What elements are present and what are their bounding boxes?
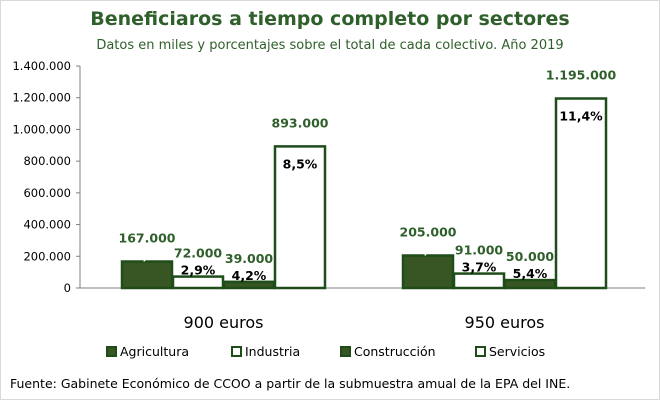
data-label-percent: 4,2% [232,268,267,283]
data-label-percent: 3,7% [462,260,497,275]
y-tick-label: 800.000 [23,154,71,168]
data-label-value: 205.000 [400,224,457,239]
legend-label-industria: Industria [245,344,300,359]
legend-swatch-servicios [475,346,486,357]
data-label-percent: 35,4% [125,248,169,263]
source-note: Fuente: Gabinete Económico de CCOO a par… [10,376,571,391]
legend-label-servicios: Servicios [489,344,545,359]
bars-layer [120,97,608,290]
legend-swatch-industria [231,346,242,357]
x-category-label: 900 euros [184,313,264,332]
y-tick-label: 400.000 [23,218,71,232]
bar-servicios [273,145,327,290]
data-label-percent: 43,6% [406,241,450,256]
data-label-value: 39.000 [225,251,274,266]
bar-agricultura [120,260,174,290]
bar-industria [171,275,225,290]
data-label-value: 167.000 [119,231,176,246]
legend: Agricultura Industria Construcción Servicio… [106,344,545,359]
data-label-percent: 5,4% [513,266,548,281]
data-label-value: 1.195.000 [546,68,617,83]
legend-swatch-construcción [340,346,351,357]
data-label-percent: 8,5% [283,156,318,171]
legend-label-construcción: Construcción [354,344,436,359]
data-label-value: 50.000 [506,249,555,264]
data-label-value: 893.000 [272,115,329,130]
y-tick-label: 0 [64,281,71,295]
data-label-value: 72.000 [174,246,223,261]
bar-industria [452,272,506,290]
y-tick-label: 200.000 [23,249,71,263]
x-category-label: 950 euros [465,313,545,332]
chart-subtitle: Datos en miles y porcentajes sobre el to… [96,38,564,53]
data-label-value: 91.000 [455,243,504,258]
y-tick-label: 1.400.000 [12,59,71,73]
axis-layer: 0 200.000 400.000 600.000 800.000 1.000.000 1.… [12,59,645,295]
y-tick-label: 1.200.000 [12,91,71,105]
bar-servicios [554,97,608,290]
chart-title: Beneficiaros a tiempo completo por secto… [90,8,570,30]
legend-label-agricultura: Agricultura [120,344,189,359]
data-label-percent: 2,9% [181,263,216,278]
y-tick-label: 600.000 [23,186,71,200]
bar-construcción [503,278,557,290]
bar-agricultura [401,254,455,290]
data-label-percent: 11,4% [559,109,603,124]
legend-swatch-agricultura [106,346,117,357]
y-tick-label: 1.000.000 [12,122,71,136]
labels-layer: 167.000 35,4% 72.000 2,9% 39.000 4,2% 893.000 8… [119,68,617,332]
